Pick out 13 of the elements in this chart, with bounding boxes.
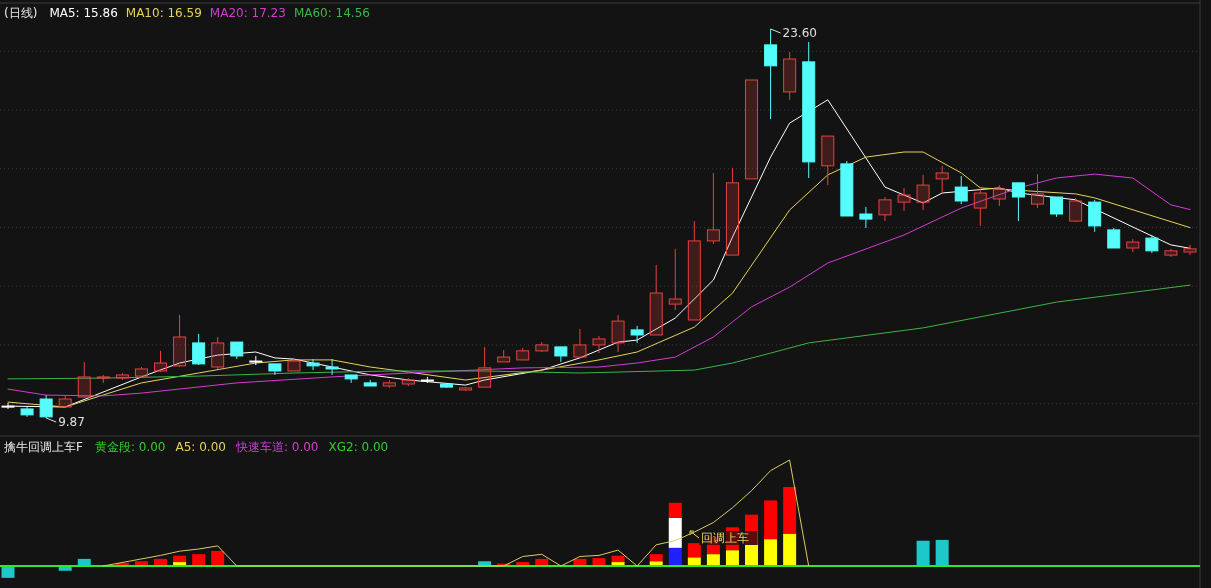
text: MA20: 17.23 (209, 6, 286, 20)
annotation: 回调上车 (701, 531, 749, 545)
text: 黄金段: 0.00 (94, 440, 166, 454)
chart-title: 擒牛回调上车F (4, 440, 83, 454)
annotation: 23.60 (782, 26, 817, 40)
annotation: 9.87 (58, 415, 85, 429)
text: 快速车道: 0.00 (234, 440, 319, 454)
text: MA5: 15.86 (49, 6, 118, 20)
text: XG2: 0.00 (328, 440, 389, 454)
text: MA10: 16.59 (125, 6, 202, 20)
chart-title: (日线) (4, 6, 38, 20)
text: MA60: 14.56 (293, 6, 370, 20)
text: A5: 0.00 (175, 440, 226, 454)
